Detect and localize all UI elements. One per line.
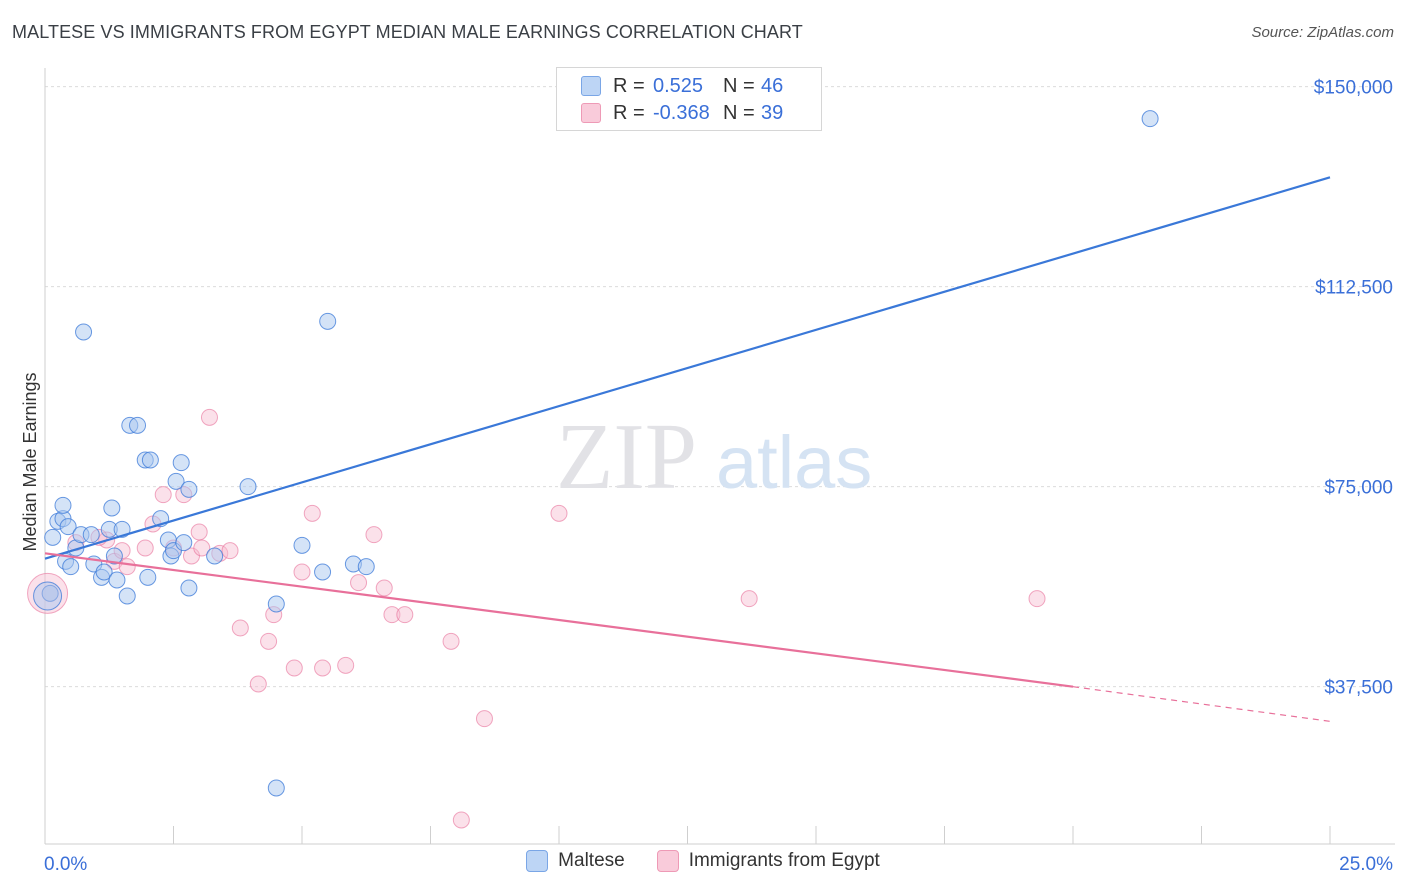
point-maltese [62,558,80,576]
point-maltese [1141,110,1159,128]
point-maltese [82,526,100,544]
legend-n-value-maltese: 46 [761,74,784,97]
legend-item-egypt[interactable]: Immigrants from Egypt [656,850,880,872]
legend-row-maltese: R = 0.525 N = 46 [581,74,783,98]
y-tick-label: $150,000 [1314,78,1393,99]
maltese-swatch [581,76,601,96]
egypt-legend-label: Immigrants from Egypt [688,850,880,871]
y-tick-label: $75,000 [1324,478,1393,499]
point-maltese [180,480,198,498]
point-maltese [59,518,77,536]
maltese-legend-swatch [526,850,549,872]
point-maltese [103,499,121,517]
legend-r-label: R = [613,101,645,124]
point-maltese [44,528,62,546]
point-egypt [260,632,278,650]
point-egypt [249,675,267,693]
point-egypt [337,656,355,674]
trend-line-maltese [44,176,1331,560]
point-egypt [314,659,332,677]
point-egypt [136,539,154,557]
point-egypt [231,619,249,637]
watermark: ZIP atlas [556,405,872,509]
point-maltese [180,579,198,597]
egypt-swatch [581,103,601,123]
point-maltese [239,478,257,496]
grid [45,86,1395,688]
point-egypt [550,504,568,522]
point-maltese [75,323,93,341]
point-maltese [105,547,123,565]
axes [44,68,1395,845]
tick-labels: $37,500 $75,000 $112,500 $150,000 0.0% 25.0% [44,78,1393,875]
legend-row-egypt: R = -0.368 N = 39 [581,101,783,125]
point-maltese [118,587,136,605]
legend-r-value-egypt: -0.368 [653,101,710,124]
chart-title: MALTESE VS IMMIGRANTS FROM EGYPT MEDIAN … [12,22,803,42]
point-egypt [285,659,303,677]
point-egypt [190,523,208,541]
point-maltese [139,568,157,586]
point-maltese [175,534,193,552]
x-tick-label: 25.0% [1339,854,1393,875]
point-egypt [740,590,758,608]
point-egypt [350,574,368,592]
egypt-legend-swatch [656,850,679,872]
point-maltese [95,563,113,581]
legend-n-label: N = [723,101,755,124]
series-maltese-points [33,110,1159,797]
point-egypt [303,504,321,522]
point-maltese [357,558,375,576]
point-maltese [267,779,285,797]
point-maltese [54,496,72,514]
point-maltese [108,571,126,589]
trend-line-egypt [44,552,1074,688]
point-egypt [375,579,393,597]
series-legend: Maltese Immigrants from Egypt [0,850,1406,872]
point-egypt [396,606,414,624]
point-maltese [314,563,332,581]
point-egypt [383,606,401,624]
maltese-legend-label: Maltese [558,850,625,871]
point-maltese [113,520,131,538]
point-maltese [267,595,285,613]
point-egypt [475,710,493,728]
point-maltese [129,416,147,434]
y-tick-label: $37,500 [1324,678,1393,699]
legend-item-maltese[interactable]: Maltese [526,850,625,872]
point-egypt [365,526,383,544]
point-egypt [118,558,136,576]
point-maltese [167,472,185,490]
point-egypt [442,632,460,650]
series-egypt-points [27,408,1046,829]
trend-line-egypt-extension [1072,686,1331,722]
point-maltese [172,454,190,472]
legend-r-value-maltese: 0.525 [653,74,704,97]
point-egypt [452,811,470,829]
y-tick-label: $112,500 [1315,278,1393,299]
y-axis-label: Median Male Earnings [20,372,40,551]
legend-r-label: R = [613,74,645,97]
watermark-atlas: atlas [716,421,872,504]
point-egypt [293,563,311,581]
x-tick-label: 0.0% [44,854,87,875]
point-egypt [200,408,218,426]
point-egypt [221,542,239,560]
point-maltese [206,547,224,565]
trend-lines [44,176,1331,722]
legend-n-label: N = [723,74,755,97]
point-maltese [141,451,159,469]
point-egypt [193,539,211,557]
legend-n-value-egypt: 39 [761,101,784,124]
point-maltese [319,312,337,330]
correlation-legend: R = 0.525 N = 46 R = -0.368 N = 39 [556,67,822,131]
point-egypt [154,486,172,504]
point-maltese [293,536,311,554]
point-maltese [33,581,63,611]
point-egypt [1028,590,1046,608]
source-label: Source: ZipAtlas.com [1251,24,1394,41]
watermark-zip: ZIP [556,405,697,509]
